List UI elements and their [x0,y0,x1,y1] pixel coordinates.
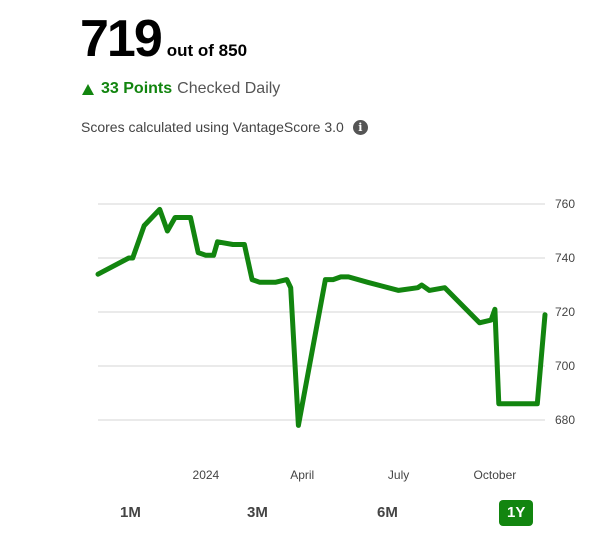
credit-score-value: 719 [80,10,163,68]
score-change-row: 33 Points Checked Daily [82,80,280,98]
x-tick-label: October [474,468,517,482]
score-basis-row: Scores calculated using VantageScore 3.0… [81,119,368,135]
range-button-3m[interactable]: 3M [247,504,268,521]
score-row: 719 out of 850 [80,8,247,70]
score-max-label: out of 850 [166,41,248,60]
y-tick-label: 700 [555,359,575,373]
score-change-points: 33 Points [101,80,173,97]
y-axis-ticks: 760 740 720 700 680 [555,197,575,427]
x-axis-ticks: 2024 April July October [193,468,517,482]
x-tick-label: July [388,468,409,482]
score-basis-text: Scores calculated using VantageScore 3.0 [81,119,344,135]
range-button-1m[interactable]: 1M [120,504,141,521]
score-history-chart: 760 740 720 700 680 2024 April July October [95,197,575,482]
score-series [95,206,548,428]
x-tick-label: April [290,468,314,482]
range-button-1y[interactable]: 1Y [499,500,534,526]
y-tick-label: 680 [555,413,575,427]
time-range-selector: 1M 3M 6M 1Y [0,500,597,528]
x-tick-label: 2024 [193,468,220,482]
y-tick-label: 740 [555,251,575,265]
y-tick-label: 720 [555,305,575,319]
info-icon[interactable]: i [352,119,368,135]
check-frequency-label: Checked Daily [177,80,281,97]
y-tick-label: 760 [555,197,575,211]
up-arrow-icon [82,83,94,95]
score-line [95,206,548,428]
range-button-6m[interactable]: 6M [377,504,398,521]
